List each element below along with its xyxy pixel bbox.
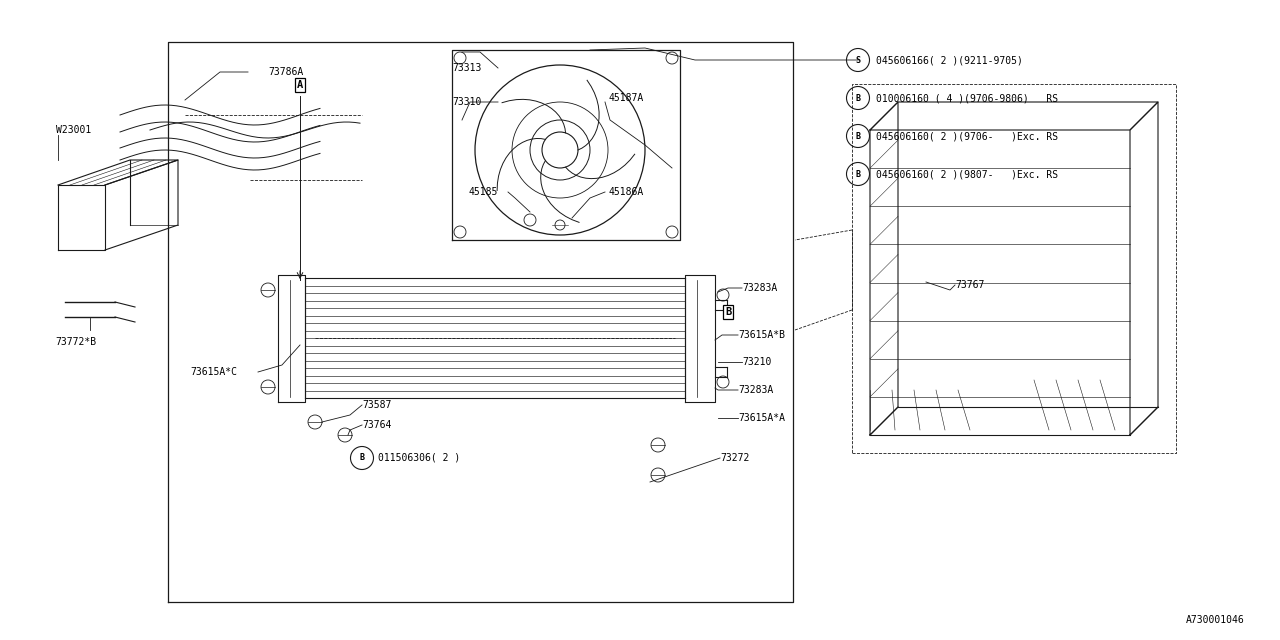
Text: 011506306( 2 ): 011506306( 2 ) [378,453,461,463]
Text: B: B [855,131,860,141]
Text: 45186A: 45186A [608,187,644,197]
Text: 45185: 45185 [468,187,498,197]
Text: 73764: 73764 [362,420,392,430]
Text: 73210: 73210 [742,357,772,367]
Text: 73786A: 73786A [268,67,303,77]
Text: B: B [855,93,860,102]
Text: 73615A*B: 73615A*B [739,330,785,340]
Text: B: B [855,170,860,179]
Text: 73615A*C: 73615A*C [189,367,237,377]
Text: 45187A: 45187A [608,93,644,103]
Text: 73587: 73587 [362,400,392,410]
Text: 73310: 73310 [452,97,481,107]
Text: S: S [855,56,860,65]
Text: 010006160 ( 4 )(9706-9806)   RS: 010006160 ( 4 )(9706-9806) RS [876,93,1059,103]
Text: B: B [724,307,731,317]
Text: 73772*B: 73772*B [55,337,96,347]
Text: 73313: 73313 [452,63,481,73]
Text: A: A [297,80,303,90]
Text: 045606160( 2 )(9807-   )Exc. RS: 045606160( 2 )(9807- )Exc. RS [876,169,1059,179]
Text: 73272: 73272 [721,453,749,463]
Text: 73283A: 73283A [739,385,773,395]
Text: 045606166( 2 )(9211-9705): 045606166( 2 )(9211-9705) [876,55,1023,65]
Text: 73767: 73767 [955,280,984,290]
Text: W23001: W23001 [56,125,91,135]
Text: 045606160( 2 )(9706-   )Exc. RS: 045606160( 2 )(9706- )Exc. RS [876,131,1059,141]
Text: 73283A: 73283A [742,283,777,293]
Text: B: B [360,454,365,463]
Text: A730001046: A730001046 [1187,615,1245,625]
Text: 73615A*A: 73615A*A [739,413,785,423]
